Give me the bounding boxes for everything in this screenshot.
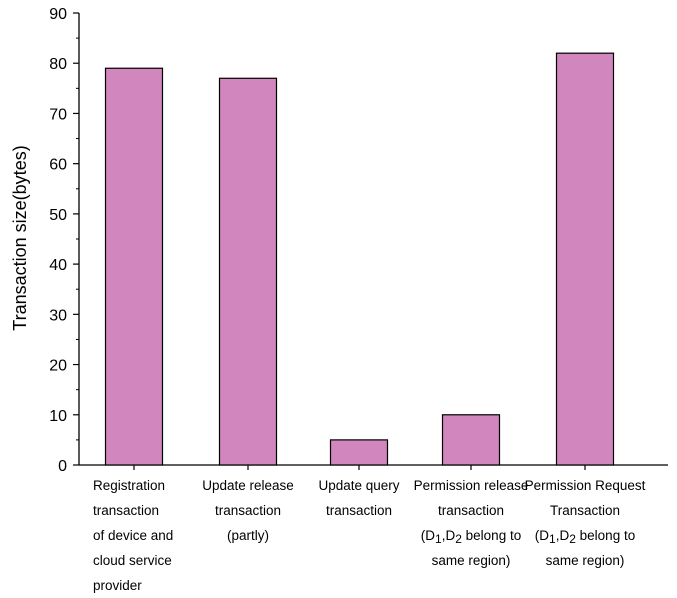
x-tick-label: Permission Request Transaction (D1,D2 belo… xyxy=(524,478,646,568)
y-tick-label: 40 xyxy=(49,257,67,274)
bar xyxy=(218,77,278,466)
bar xyxy=(441,414,501,466)
bar xyxy=(104,67,164,466)
y-tick-label: 50 xyxy=(49,207,67,224)
y-tick-label: 80 xyxy=(49,56,67,73)
y-tick-label: 30 xyxy=(49,307,67,324)
x-tick-label: Update query transaction xyxy=(318,478,400,518)
y-tick-label: 0 xyxy=(58,458,67,475)
bars xyxy=(104,52,615,466)
y-tick-label: 20 xyxy=(49,358,67,375)
bar xyxy=(555,52,615,466)
x-tick-label: Registration transaction of device and clou… xyxy=(93,478,174,593)
x-tick-label: Permission release transaction (D1,D2 belo… xyxy=(413,478,529,568)
y-tick-label: 60 xyxy=(49,157,67,174)
y-tick-label: 10 xyxy=(49,408,67,425)
y-tick-label: 70 xyxy=(49,106,67,123)
x-tick-label: Update release transaction (partly) xyxy=(202,478,294,543)
axes: 0 10 20 30 40 50 60 70 80 90 xyxy=(49,6,668,475)
y-tick-label: 90 xyxy=(49,6,67,23)
bar xyxy=(329,439,389,466)
y-axis-label: Transaction size(bytes) xyxy=(10,145,30,330)
